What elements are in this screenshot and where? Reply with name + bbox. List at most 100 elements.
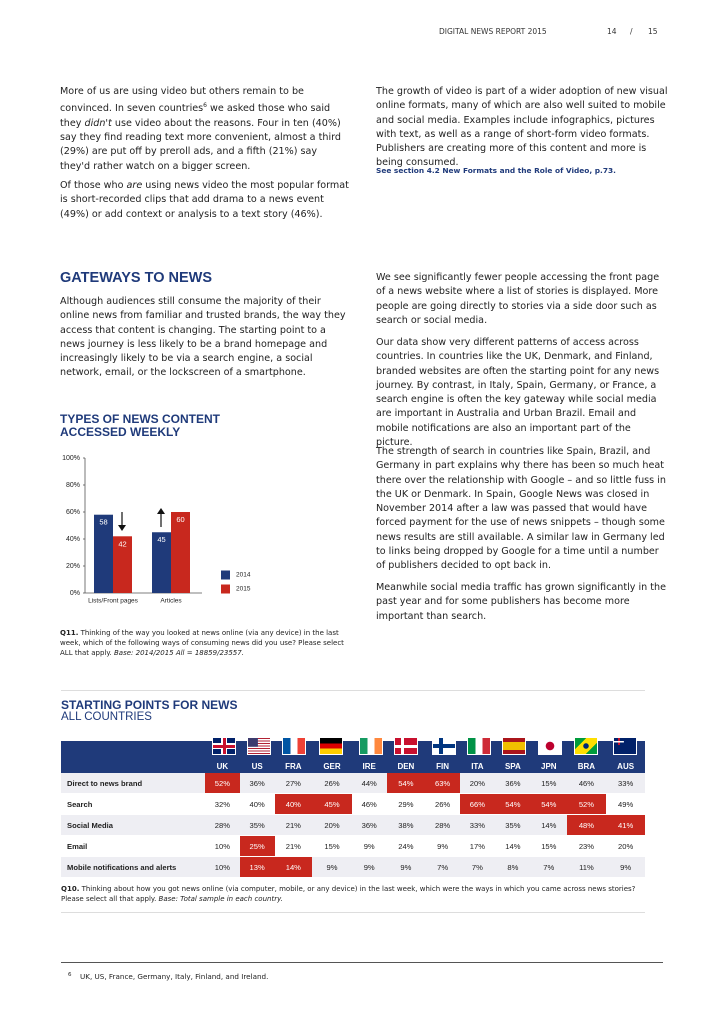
text: More of us are using video but others re… [60,86,304,115]
paragraph: The strength of search in countries like… [376,446,666,572]
cell: 40% [239,793,275,815]
text: using news video the most popular format… [60,180,349,220]
row-label: Mobile notifications and alerts [61,856,205,878]
cell: 41% [606,814,645,836]
question-id: Q10. [61,885,80,893]
table-row: Search 32% 40% 40% 45% 46% 29% 26% 66% 54% 54% 52% 4… [61,793,645,815]
paragraph: Of those who are using news video the mo… [60,179,350,222]
legend-label: 2015 [236,586,251,593]
column-header: IRE [351,737,387,773]
flag [358,737,383,755]
cell: 28% [425,814,460,836]
y-tick-label: 100% [62,455,80,462]
paragraph: Our data show very different patterns of… [376,337,660,449]
x-tick-label: Articles [160,598,182,605]
flag [246,737,271,755]
flag [466,737,491,755]
table-title: STARTING POINTS FOR NEWS [61,698,238,712]
flag [501,737,526,755]
table-note: Q10. Thinking about how you got news onl… [61,884,651,904]
cell: 15% [312,835,352,857]
flag [573,737,598,755]
row-label: Email [61,835,205,857]
corner-cell [61,741,205,773]
cell: 54% [386,773,426,794]
table-body: Direct to news brand 52% 36% 27% 26% 44% 54% 63… [61,773,645,878]
table: UK US FRA GER IRE DEN FIN ITA SPA JPN BRA AUS Direct… [61,737,645,878]
cell: 52% [205,773,240,794]
cell: 7% [459,856,495,878]
cell: 32% [205,793,240,815]
page-number: 14 [607,27,617,36]
text: Thinking of the way you looked at news o… [60,629,344,657]
cell: 46% [566,773,607,794]
cell: 44% [351,773,387,794]
value-label: 60 [176,515,184,524]
cell: 15% [531,835,567,857]
footnote-ref: 6 [203,102,207,110]
legend-label: 2014 [236,572,251,579]
bar [113,536,132,593]
cell: 20% [459,773,495,794]
cell: 35% [494,814,531,836]
bar [171,512,190,593]
column-header: AUS [606,737,645,773]
section-link[interactable]: See section 4.2 New Formats and the Role… [376,166,616,175]
column-header: JPN [531,737,567,773]
emphasis: are [126,180,143,191]
cell: 20% [312,814,352,836]
cell: 17% [459,835,495,857]
column-header: DEN [386,737,426,773]
row-label: Direct to news brand [61,773,205,794]
cell: 14% [531,814,567,836]
table-row: Mobile notifications and alerts 10% 13% 14%… [61,856,645,878]
chart-title-line: TYPES OF NEWS CONTENT [60,412,221,426]
footnote-rule [61,962,663,963]
cell: 9% [351,835,387,857]
y-tick-label: 80% [66,482,80,489]
cell: 35% [239,814,275,836]
legend-swatch [221,570,230,580]
column-header: UK [205,737,240,773]
page-separator: / [630,27,633,36]
flag [432,737,457,755]
flag [212,737,236,755]
paragraph: Meanwhile social media traffic has grown… [376,582,667,622]
cell: 23% [566,835,607,857]
column-header: FRA [274,737,313,773]
table-row: Social Media 28% 35% 21% 20% 36% 38% 28% 33% 35% 1… [61,814,645,836]
cell: 10% [205,835,240,857]
cell: 9% [606,856,645,878]
footnote-text: UK, US, France, Germany, Italy, Finland,… [80,972,269,981]
cell: 15% [531,773,567,794]
cell: 9% [351,856,387,878]
cell: 26% [425,793,460,815]
cell: 27% [274,773,313,794]
cell: 28% [205,814,240,836]
y-tick-label: 0% [70,590,80,597]
column-header: SPA [494,737,531,773]
paragraph: Although audiences still consume the maj… [60,296,346,379]
cell: 21% [274,835,313,857]
cell: 14% [494,835,531,857]
cell: 36% [351,814,387,836]
chart-title: TYPES OF NEWS CONTENT ACCESSED WEEKLY [60,413,220,439]
y-tick-label: 60% [66,509,80,516]
flag [613,737,638,755]
cell: 36% [494,773,531,794]
chart-title-line: ACCESSED WEEKLY [60,425,181,439]
column-header: BRA [566,737,607,773]
flag [538,737,562,755]
cell: 20% [606,835,645,857]
cell: 9% [386,856,426,878]
cell: 21% [274,814,313,836]
cell: 9% [312,856,352,878]
bar [152,532,171,593]
cell: 25% [239,835,275,857]
cell: 54% [531,793,567,815]
legend-swatch [221,584,230,594]
footnote-number: 6 [68,972,72,978]
divider [61,690,645,691]
flag [319,737,344,755]
section-title: GATEWAYS TO NEWS [60,270,213,286]
